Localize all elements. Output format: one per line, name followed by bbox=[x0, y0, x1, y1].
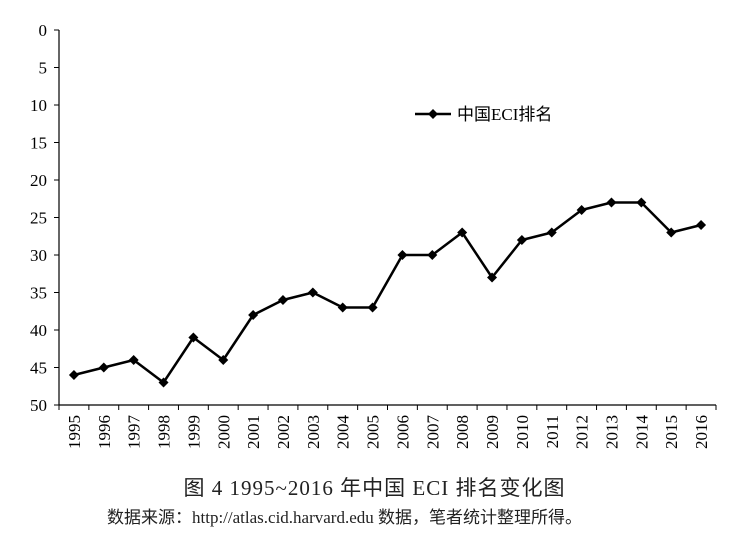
data-point-marker bbox=[397, 250, 408, 260]
x-tick-label: 2001 bbox=[244, 415, 263, 449]
data-point-marker bbox=[546, 227, 557, 238]
data-point-marker bbox=[606, 197, 617, 208]
x-tick-label: 2003 bbox=[304, 415, 323, 449]
data-point-marker bbox=[516, 235, 527, 245]
legend: 中国ECI排名 bbox=[415, 105, 552, 124]
x-tick-label: 2007 bbox=[423, 415, 442, 450]
data-point-marker bbox=[68, 370, 79, 380]
x-tick-label: 2004 bbox=[334, 415, 353, 450]
figure-caption: 图 4 1995~2016 年中国 ECI 排名变化图 bbox=[183, 476, 566, 500]
y-tick-label: 10 bbox=[30, 96, 47, 115]
x-tick-label: 2012 bbox=[573, 415, 592, 449]
data-point-marker bbox=[248, 310, 259, 320]
x-tick-label: 1999 bbox=[184, 415, 203, 449]
x-tick-label: 2016 bbox=[692, 415, 711, 449]
data-point-marker bbox=[367, 302, 378, 313]
data-point-marker bbox=[636, 197, 647, 208]
y-tick-label: 30 bbox=[30, 246, 47, 265]
data-point-marker bbox=[457, 227, 468, 238]
data-point-marker bbox=[696, 220, 707, 230]
x-tick-label: 1996 bbox=[95, 415, 114, 449]
data-point-marker bbox=[337, 302, 348, 313]
x-tick-label: 2010 bbox=[513, 415, 532, 449]
y-tick-label: 35 bbox=[30, 284, 47, 303]
data-point-marker bbox=[128, 355, 139, 365]
x-tick-label: 2011 bbox=[543, 415, 562, 448]
x-tick-label: 2006 bbox=[393, 415, 412, 449]
data-point-marker bbox=[98, 362, 109, 373]
legend-diamond-marker bbox=[428, 109, 438, 119]
axes bbox=[54, 29, 717, 410]
data-point-marker bbox=[158, 377, 169, 388]
data-point-marker bbox=[277, 295, 288, 305]
x-tick-label: 2008 bbox=[453, 415, 472, 449]
data-point-marker bbox=[307, 287, 318, 298]
series-line bbox=[73, 201, 702, 384]
x-tick-label: 2009 bbox=[483, 415, 502, 449]
y-tick-label: 25 bbox=[30, 209, 47, 228]
x-tick-label: 1998 bbox=[155, 415, 174, 449]
y-tick-label: 20 bbox=[30, 171, 47, 190]
y-tick-label: 15 bbox=[30, 134, 47, 153]
x-tick-label: 2000 bbox=[214, 415, 233, 449]
data-point-marker bbox=[427, 250, 438, 260]
y-tick-label: 50 bbox=[30, 396, 47, 415]
y-tick-labels: 0 5 10 15 20 25 30 35 40 45 50 bbox=[30, 21, 47, 415]
x-tick-labels: 1995 1996 1997 1998 1999 2000 2001 2002 2003 2004… bbox=[65, 415, 711, 450]
legend-label: 中国ECI排名 bbox=[457, 105, 552, 124]
data-source-note: 数据来源：http://atlas.cid.harvard.edu 数据，笔者统… bbox=[107, 508, 582, 527]
x-tick-label: 1997 bbox=[125, 415, 144, 450]
x-tick-label: 2005 bbox=[364, 415, 383, 449]
x-tick-label: 2014 bbox=[632, 415, 651, 450]
x-tick-label: 2015 bbox=[662, 415, 681, 449]
x-tick-label: 1995 bbox=[65, 415, 84, 449]
y-tick-label: 45 bbox=[30, 359, 47, 378]
data-point-marker bbox=[218, 355, 229, 365]
data-point-marker bbox=[188, 332, 199, 343]
data-point-marker bbox=[576, 205, 587, 215]
data-point-marker bbox=[487, 272, 498, 283]
data-point-marker bbox=[666, 227, 677, 238]
series bbox=[68, 197, 707, 388]
y-tick-label: 40 bbox=[30, 321, 47, 340]
y-tick-label: 0 bbox=[39, 21, 48, 40]
y-tick-label: 5 bbox=[39, 59, 48, 78]
x-tick-label: 2013 bbox=[602, 415, 621, 449]
x-tick-label: 2002 bbox=[274, 415, 293, 449]
